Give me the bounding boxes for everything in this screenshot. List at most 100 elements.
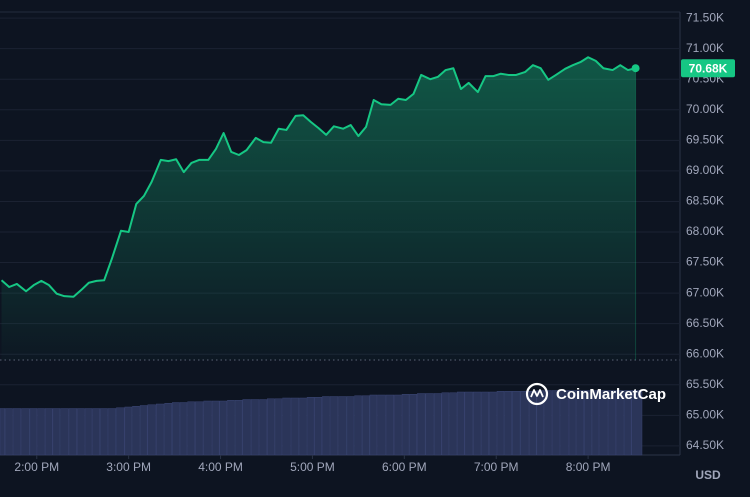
volume-bar: [68, 408, 77, 456]
volume-bar: [322, 396, 330, 456]
volume-bar: [282, 397, 291, 456]
volume-bar: [5, 408, 13, 456]
volume-bar: [44, 408, 53, 456]
y-tick-label: 71.50K: [686, 10, 724, 24]
y-tick-label: 66.00K: [686, 346, 724, 360]
x-tick-label: 3:00 PM: [106, 460, 151, 474]
volume-bar: [242, 399, 251, 456]
axis-labels: 64.50K 65.00K 65.50K 66.00K 66.50K 67.00K 67.5…: [14, 10, 735, 474]
y-tick-label: 71.00K: [686, 41, 724, 55]
volume-bar: [599, 390, 608, 456]
volume-bar: [361, 395, 370, 456]
volume-bar: [12, 408, 22, 456]
volume-bar: [489, 391, 497, 456]
y-tick-label: 66.50K: [686, 316, 724, 330]
volume-bar: [551, 390, 561, 456]
watermark-logo: [525, 382, 549, 406]
y-tick-label: 68.50K: [686, 194, 724, 208]
y-tick-label: 69.00K: [686, 163, 724, 177]
volume-bar: [290, 397, 300, 456]
volume-bar: [132, 406, 140, 456]
volume-bar: [377, 394, 386, 456]
volume-bar: [250, 399, 260, 456]
volume-bar: [512, 391, 521, 456]
y-tick-label: 65.50K: [686, 377, 724, 391]
volume-bar: [0, 408, 6, 456]
y-tick-label: 65.00K: [686, 408, 724, 422]
y-tick-label: 70.00K: [686, 102, 724, 116]
volume-bar: [369, 394, 378, 456]
x-tick-label: 2:00 PM: [14, 460, 59, 474]
volume-bar: [259, 399, 267, 456]
y-tick-label: 67.50K: [686, 255, 724, 269]
y-tick-label: 69.50K: [686, 133, 724, 147]
volume-bar: [504, 391, 512, 456]
last-price-dot: [631, 64, 640, 73]
currency-label: USD: [695, 468, 721, 482]
volume-bar: [52, 408, 61, 456]
volume-bar: [616, 390, 624, 456]
volume-bar: [187, 401, 195, 456]
volume-bar: [77, 408, 85, 456]
volume-bar: [116, 407, 125, 456]
volume-bar: [394, 394, 402, 456]
volume-bar: [329, 396, 339, 456]
volume-bar: [195, 401, 204, 456]
price-area: [1, 57, 636, 360]
watermark: CoinMarketCap: [525, 382, 666, 406]
y-tick-label: 67.00K: [686, 285, 724, 299]
volume-bar: [274, 398, 283, 456]
volume-bar: [139, 405, 148, 456]
volume-bar: [100, 408, 108, 456]
volume-bar: [211, 400, 220, 456]
volume-bar: [385, 394, 395, 456]
volume-bar: [544, 390, 552, 456]
volume-bar: [155, 403, 165, 456]
x-tick-label: 8:00 PM: [566, 460, 611, 474]
volume-bar: [425, 393, 434, 456]
volume-bar: [299, 397, 307, 456]
volume-bar: [472, 391, 482, 456]
volume-bar: [124, 406, 133, 456]
x-tick-label: 7:00 PM: [474, 460, 519, 474]
volume-bar: [607, 390, 617, 456]
volume-bar: [433, 393, 442, 456]
volume-bar: [456, 391, 465, 456]
volume-bar: [21, 408, 30, 456]
watermark-logo-mark: [530, 389, 544, 398]
volume-bar: [576, 390, 584, 456]
volume-bar: [84, 408, 93, 456]
last-price-badge: [681, 59, 735, 78]
volume-bar: [441, 392, 450, 456]
volume-bar: [591, 390, 600, 456]
volume-bar: [568, 390, 577, 456]
volume-bars: [0, 390, 643, 456]
volume-bar: [267, 398, 275, 456]
volume-bar: [401, 394, 410, 456]
y-tick-label: 64.50K: [686, 438, 724, 452]
volume-bar: [520, 391, 529, 456]
volume-bar: [314, 397, 323, 456]
volume-bar: [203, 400, 212, 456]
volume-bar: [60, 408, 69, 456]
volume-bar: [346, 396, 355, 456]
volume-bar: [496, 391, 505, 456]
volume-bar: [219, 400, 228, 456]
volume-bar: [338, 396, 347, 456]
volume-bar: [481, 391, 489, 456]
volume-bar: [164, 403, 172, 456]
volume-bar: [147, 404, 156, 456]
volume-bar: [464, 391, 473, 456]
volume-bar: [92, 408, 100, 456]
volume-bar: [417, 393, 426, 456]
y-tick-label: 68.00K: [686, 224, 724, 238]
volume-bar: [172, 402, 180, 456]
price-series: [0, 56, 640, 360]
volume-bar: [631, 390, 643, 456]
volume-bar: [354, 395, 362, 456]
volume-bar: [107, 408, 117, 456]
volume-bar: [560, 390, 569, 456]
volume-bar: [536, 390, 545, 456]
price-line: [0, 56, 636, 298]
volume-bar: [449, 392, 457, 456]
